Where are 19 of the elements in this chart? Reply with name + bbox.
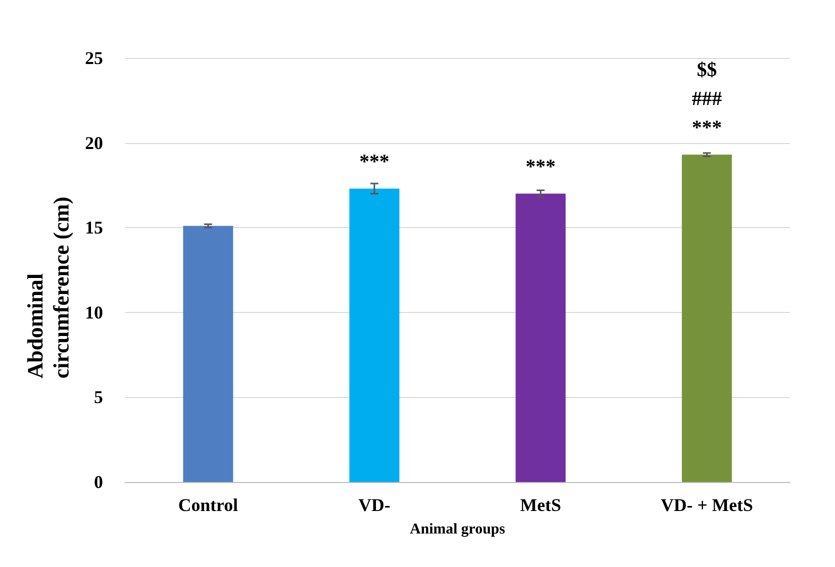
y-tick-label: 10 [85, 302, 103, 322]
data-label: *** [526, 156, 556, 178]
bar [516, 194, 566, 482]
x-axis-title: Animal groups [410, 522, 506, 538]
bar [682, 154, 732, 482]
x-tick-label: VD- + MetS [660, 495, 753, 515]
y-axis-title: Abdominal circumference (cm) [22, 196, 74, 378]
data-label: $$ ### *** [692, 59, 722, 140]
data-label: *** [359, 151, 390, 174]
x-tick-label: Control [178, 495, 238, 515]
bar [183, 226, 234, 482]
y-tick-label: 5 [94, 387, 103, 408]
bar [349, 188, 400, 482]
y-tick-label: 20 [85, 132, 103, 153]
y-tick-label: 15 [85, 218, 103, 238]
y-tick-label: 0 [94, 472, 103, 492]
y-tick-label: 25 [85, 48, 103, 68]
x-tick-label: MetS [520, 495, 562, 515]
x-tick-label: VD- [358, 495, 390, 515]
